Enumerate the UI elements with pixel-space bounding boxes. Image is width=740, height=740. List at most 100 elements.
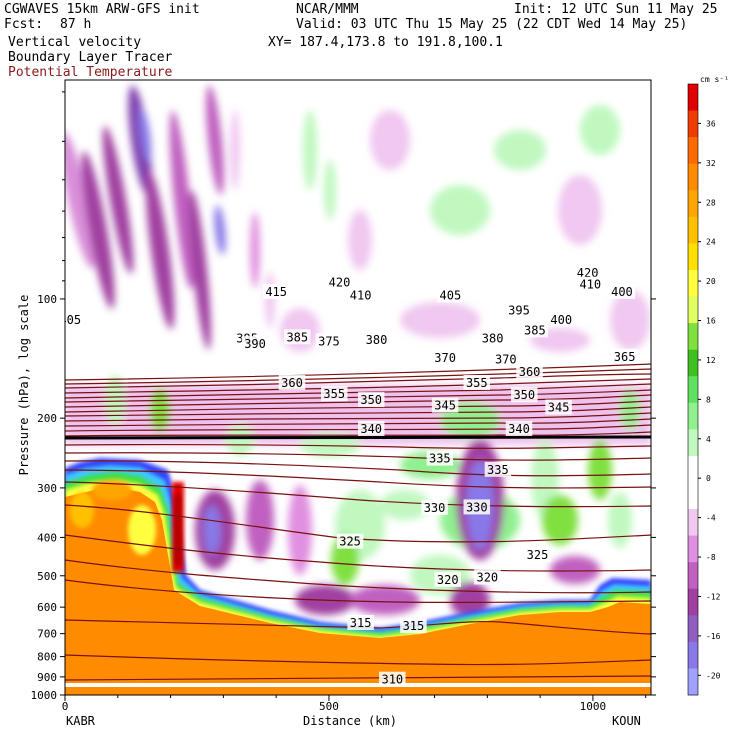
colorbar-swatch — [688, 349, 698, 377]
y-tick-label: 100 — [37, 293, 57, 306]
colorbar-tick-label: -16 — [706, 632, 721, 641]
colorbar-tick-label: -12 — [706, 592, 721, 601]
theta-label-bg — [484, 461, 512, 477]
theta-label-bg — [492, 351, 520, 367]
theta-label-bg — [315, 333, 343, 349]
theta-label-bg — [357, 421, 385, 437]
theta-label-bg — [379, 671, 406, 687]
theta-label: 315 — [403, 619, 425, 633]
theta-label: 315 — [350, 616, 372, 630]
theta-label-bg — [505, 302, 533, 318]
y-axis-title: Pressure (hPa), log scale — [17, 295, 31, 476]
colorbar-swatch — [688, 668, 698, 696]
theta-label-bg — [347, 615, 374, 631]
model-title: CGWAVES 15km ARW-GFS init — [4, 2, 200, 17]
theta-label: 340 — [360, 422, 382, 436]
theta-label: 325 — [527, 548, 549, 562]
cross-section-endpoints: XY= 187.4,173.8 to 191.8,100.1 — [268, 35, 503, 50]
theta-label-bg — [474, 569, 501, 585]
theta-label: 335 — [487, 463, 509, 477]
x-tick-label: 0 — [62, 700, 69, 713]
colorbar-frame — [687, 83, 699, 696]
theta-label-bg — [611, 348, 638, 364]
colorbar-tick-label: 32 — [706, 159, 716, 168]
pressure-axis: 100 200 300 400 500 600 700 800 900 1000 — [31, 91, 656, 702]
theta-label: 395 — [508, 304, 530, 318]
colorbar-tick-label: -20 — [706, 671, 721, 680]
colorbar: 36 32 28 24 20 16 12 8 4 0 -4 -8 -12 -16 -20 — [687, 83, 721, 696]
theta-label-bg — [524, 546, 551, 562]
colorbar-swatch — [688, 641, 698, 669]
theta-label-bg — [426, 450, 454, 466]
theta-label-bg — [437, 287, 464, 303]
theta-label: 365 — [614, 350, 636, 364]
theta-label-bg — [336, 533, 364, 549]
theta-label-bg — [577, 276, 604, 292]
theta-label: 370 — [434, 351, 456, 365]
distance-axis: 0 500 1000 — [62, 695, 647, 713]
theta-label: 330 — [466, 500, 488, 514]
theta-label: 320 — [437, 573, 459, 587]
right-station-label: KOUN — [612, 714, 641, 728]
plot-frame — [64, 79, 652, 696]
theta-label-bg — [574, 265, 601, 281]
theta-label-bg — [278, 374, 306, 390]
tropopause-line — [65, 435, 651, 440]
theta-label: 350 — [360, 393, 382, 407]
colorbar-swatch — [688, 429, 698, 457]
boundary-layer-tracer — [65, 458, 651, 695]
theta-label-bg — [431, 350, 459, 366]
colorbar-swatch — [688, 243, 698, 271]
theta-label-bg — [608, 283, 636, 299]
theta-label: 410 — [579, 278, 601, 292]
colorbar-swatch — [688, 296, 698, 324]
valid-time: Valid: 03 UTC Thu 15 May 25 (22 CDT Wed … — [296, 17, 688, 32]
colorbar-tick-label: 28 — [706, 198, 716, 207]
colorbar-swatch — [688, 535, 698, 563]
colorbar-swatch — [688, 455, 698, 483]
colorbar-tick-label: 20 — [706, 277, 716, 286]
colorbar-swatch — [688, 323, 698, 351]
theta-label: 325 — [339, 535, 361, 549]
theta-label-bg — [357, 392, 385, 408]
theta-label: 380 — [482, 332, 504, 346]
colorbar-tick-label: -8 — [706, 553, 716, 562]
theta-label: 335 — [429, 452, 451, 466]
theta-label: 420 — [329, 276, 351, 290]
theta-label: 410 — [350, 288, 372, 302]
field-potential-temperature: Potential Temperature — [8, 65, 173, 80]
theta-label: 330 — [424, 501, 446, 515]
theta-label: 360 — [281, 376, 303, 390]
theta-label-bg — [463, 499, 491, 515]
y-tick-label: 200 — [37, 412, 57, 425]
theta-label-bg — [548, 311, 575, 327]
theta-label-bg — [347, 287, 374, 303]
theta-label: 370 — [495, 352, 517, 366]
colorbar-swatch — [688, 588, 698, 616]
y-tick-label: 1000 — [31, 689, 58, 702]
theta-label-bg — [326, 274, 353, 290]
theta-label: 385 — [286, 330, 308, 344]
y-tick-label: 900 — [37, 671, 57, 684]
theta-label-bg — [516, 364, 543, 380]
theta-label: 390 — [244, 337, 266, 351]
theta-label: 355 — [466, 376, 488, 390]
theta-label: 380 — [366, 333, 388, 347]
y-tick-label: 500 — [37, 570, 57, 583]
colorbar-swatch — [688, 137, 698, 165]
theta-label: 405 — [440, 288, 462, 302]
field-vertical-velocity: Vertical velocity — [8, 35, 142, 50]
colorbar-swatch — [688, 84, 698, 112]
y-tick-label: 400 — [37, 531, 57, 544]
y-tick-label: 800 — [37, 651, 57, 664]
theta-label-bg — [434, 571, 461, 587]
colorbar-swatch — [688, 376, 698, 404]
theta-label-group: 4204204154104104054054004003953953903853… — [65, 265, 638, 687]
theta-label-bg — [241, 336, 269, 352]
theta-label: 340 — [508, 422, 530, 436]
theta-label: 320 — [476, 570, 498, 584]
colorbar-swatch — [688, 509, 698, 537]
theta-label-bg — [320, 386, 348, 402]
colorbar-tick-label: 4 — [706, 435, 711, 444]
theta-label-bg — [463, 374, 491, 390]
